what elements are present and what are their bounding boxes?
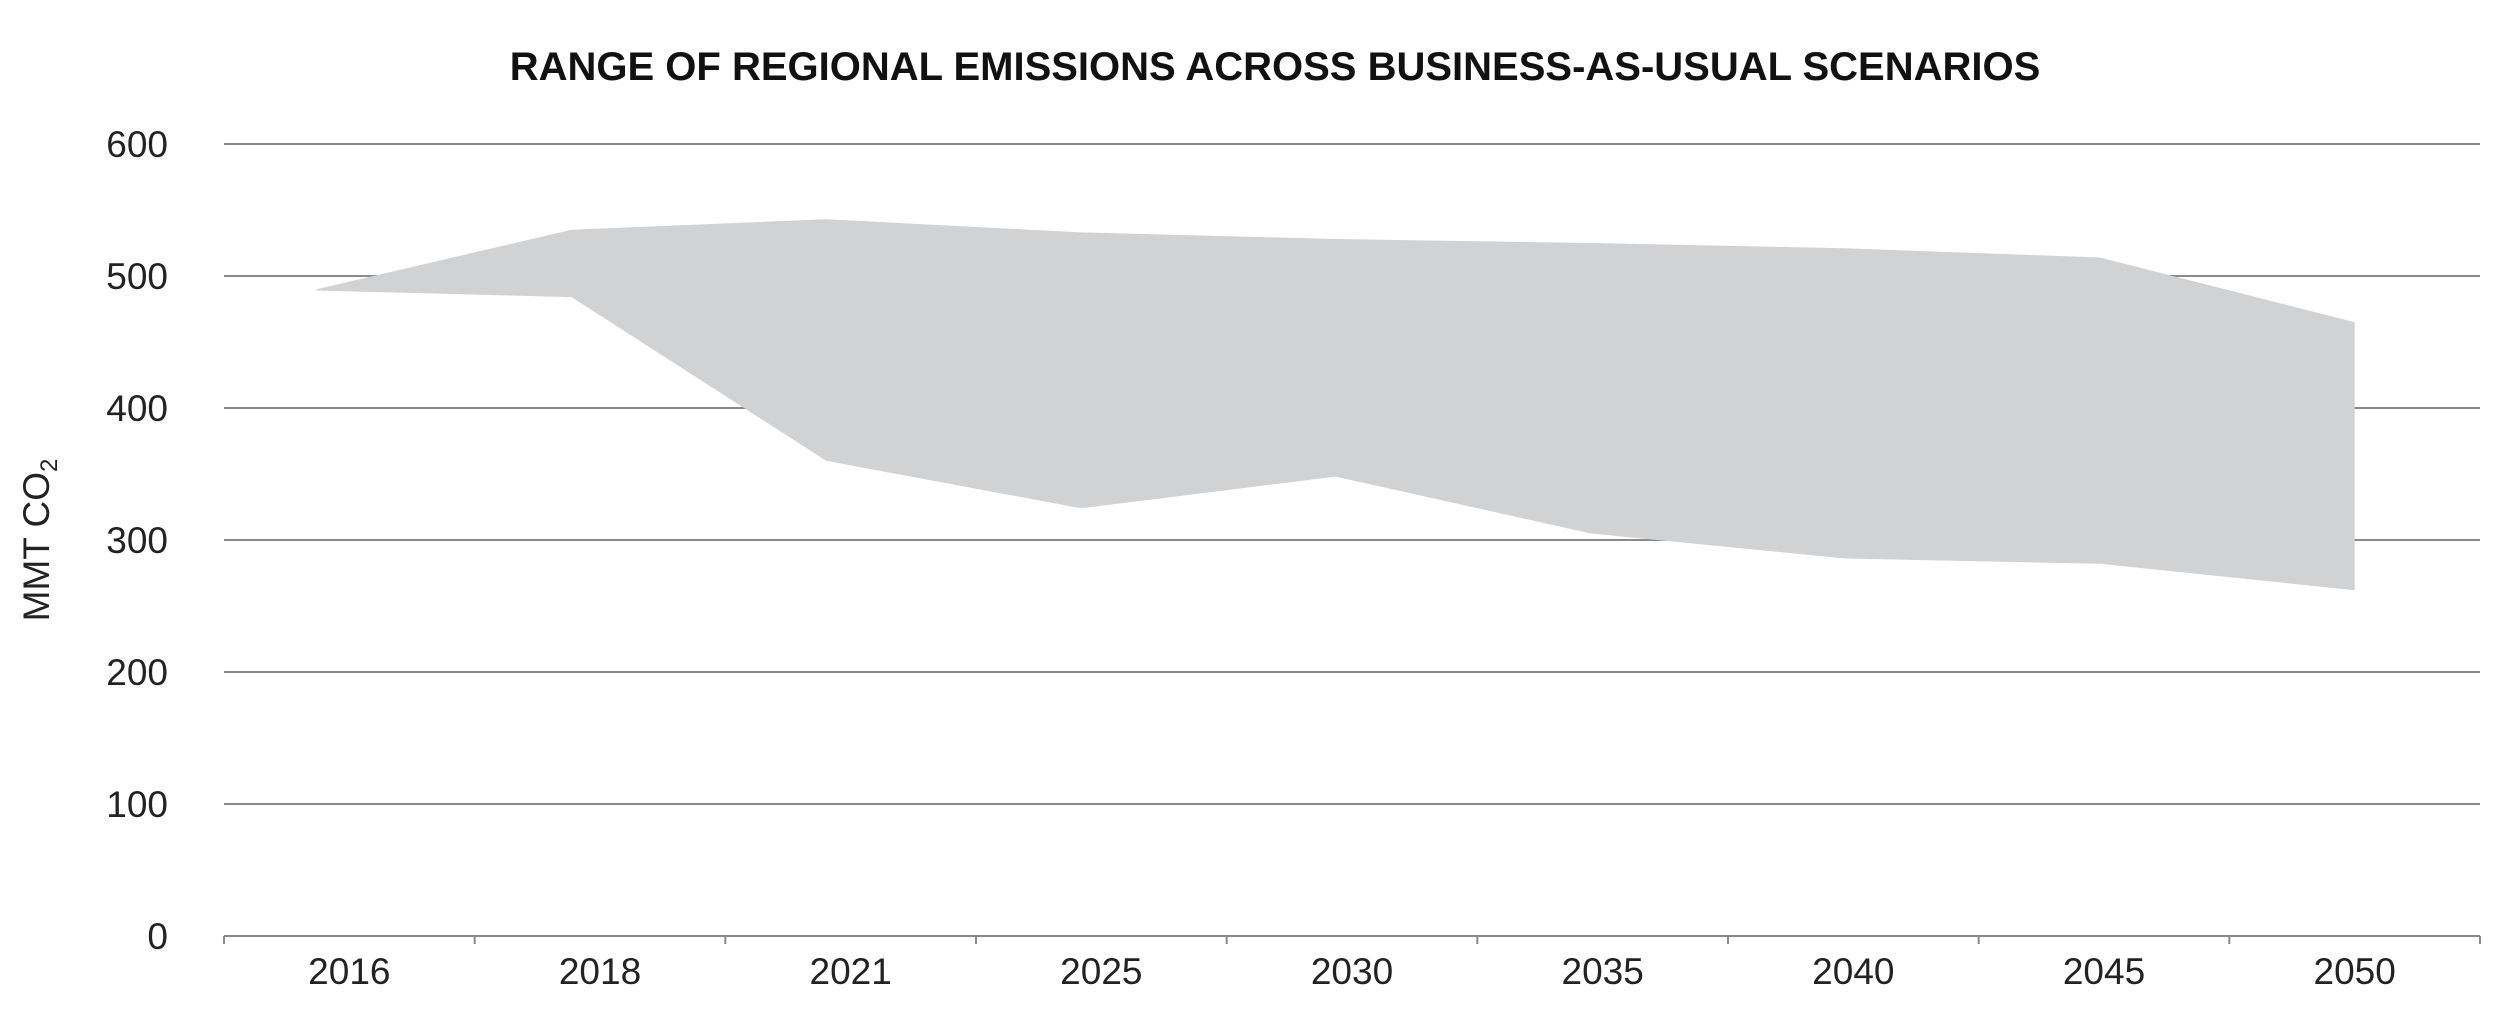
emissions-range-band-layer [316, 219, 2355, 591]
x-axis-tick-labels: 2016 2018 2021 2025 2030 2035 2040 2045 2050 [308, 951, 2396, 992]
x-tick-label: 2040 [1812, 951, 1894, 992]
x-tick-label: 2018 [559, 951, 641, 992]
y-axis-label-main: MMT CO [16, 472, 57, 621]
y-tick-label: 0 [147, 916, 168, 957]
x-tick-label: 2025 [1060, 951, 1142, 992]
x-tick-label: 2016 [308, 951, 390, 992]
x-axis [223, 935, 2481, 944]
x-tick-label: 2030 [1311, 951, 1393, 992]
y-tick-label: 300 [106, 520, 168, 561]
chart-title: RANGE OF REGIONAL EMISSIONS ACROSS BUSIN… [510, 45, 2041, 89]
y-tick-label: 200 [106, 652, 168, 693]
y-tick-label: 400 [106, 388, 168, 429]
x-tick-label: 2035 [1562, 951, 1644, 992]
y-axis-label: MMT CO2 [16, 459, 63, 622]
x-tick-label: 2050 [2314, 951, 2396, 992]
emissions-range-band [316, 219, 2355, 591]
y-tick-label: 100 [106, 784, 168, 825]
y-axis-label-subscript: 2 [36, 459, 63, 472]
x-tick-label: 2045 [2063, 951, 2145, 992]
y-tick-label: 500 [106, 256, 168, 297]
x-tick-label: 2021 [810, 951, 892, 992]
y-tick-label: 600 [106, 124, 168, 165]
y-axis-tick-labels: 0 100 200 300 400 500 600 [106, 124, 168, 957]
